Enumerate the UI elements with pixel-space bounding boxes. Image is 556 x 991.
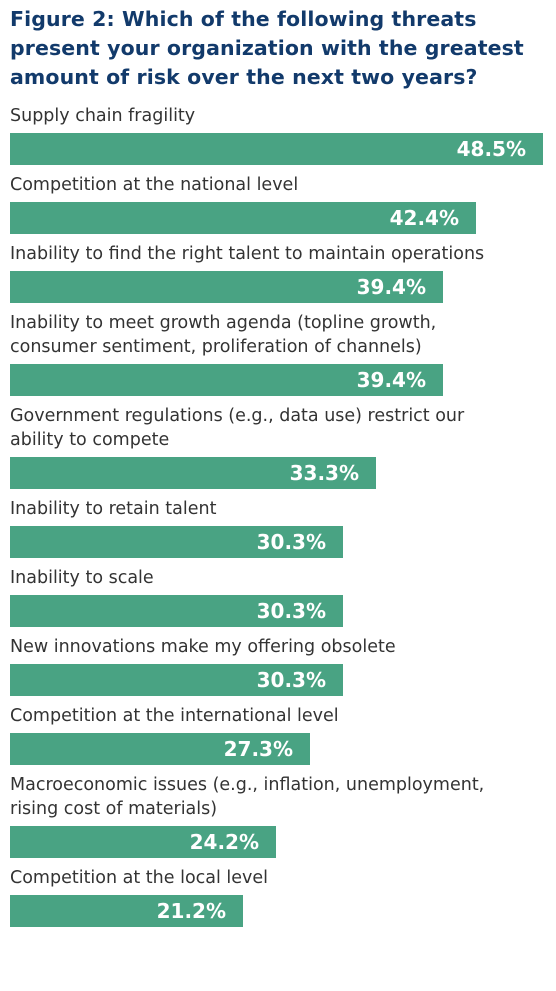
category-label: Macroeconomic issues (e.g., inflation, u…: [10, 775, 485, 819]
category-label: Inability to scale: [10, 568, 154, 588]
bar: 30.3%: [10, 526, 343, 558]
bar: 30.3%: [10, 595, 343, 627]
bar: 30.3%: [10, 664, 343, 696]
bar: 39.4%: [10, 271, 443, 303]
bar-value-label: 39.4%: [356, 368, 426, 392]
bar: 39.4%: [10, 364, 443, 396]
bar-value-label: 33.3%: [289, 461, 359, 485]
category-label: Supply chain fragility: [10, 106, 196, 126]
category-label: New innovations make my offering obsolet…: [10, 637, 396, 657]
bar-value-label: 30.3%: [256, 668, 326, 692]
category-label: Inability to find the right talent to ma…: [10, 244, 485, 264]
bar: 24.2%: [10, 826, 276, 858]
category-label: Competition at the national level: [10, 175, 299, 195]
bar-value-label: 24.2%: [189, 830, 259, 854]
bar: 48.5%: [10, 133, 543, 165]
category-label: Government regulations (e.g., data use) …: [10, 406, 465, 450]
bar-value-label: 30.3%: [256, 530, 326, 554]
category-label: Inability to meet growth agenda (topline…: [10, 313, 437, 357]
bar: 27.3%: [10, 733, 310, 765]
bar-value-label: 27.3%: [223, 737, 293, 761]
chart-title: Figure 2: Which of the following threats…: [10, 7, 524, 89]
bar: 33.3%: [10, 457, 376, 489]
bar: 21.2%: [10, 895, 243, 927]
bar-value-label: 48.5%: [456, 137, 526, 161]
bar-value-label: 39.4%: [356, 275, 426, 299]
category-label: Inability to retain talent: [10, 499, 217, 519]
bar-value-label: 21.2%: [156, 899, 226, 923]
category-label: Competition at the international level: [10, 706, 339, 726]
bar-value-label: 30.3%: [256, 599, 326, 623]
bar: 42.4%: [10, 202, 476, 234]
bar-value-label: 42.4%: [389, 206, 459, 230]
category-label: Competition at the local level: [10, 868, 269, 888]
